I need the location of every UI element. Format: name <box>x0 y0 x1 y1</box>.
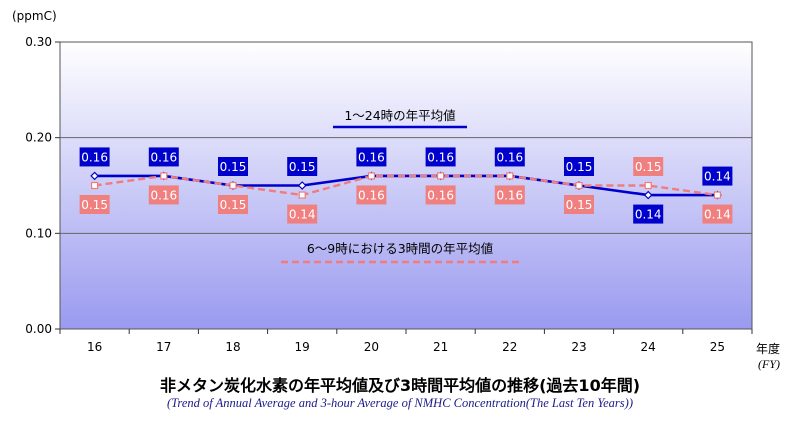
data-label-annual: 0.15 <box>566 160 593 174</box>
data-label-3hour-box <box>494 185 525 205</box>
x-tick-label: 19 <box>295 340 310 354</box>
chart-subtitle: (Trend of Annual Average and 3-hour Aver… <box>167 396 633 410</box>
data-label-annual-box <box>218 157 248 176</box>
data-label-3hour: 0.15 <box>635 160 662 174</box>
x-axis-label-ja: 年度 <box>756 342 781 356</box>
data-label-3hour-box <box>633 157 664 176</box>
data-label-3hour: 0.14 <box>289 208 316 222</box>
data-label-annual: 0.14 <box>704 170 731 184</box>
data-label-annual-box <box>702 166 733 186</box>
data-label-3hour-box <box>356 185 387 205</box>
data-label-annual: 0.16 <box>427 150 454 164</box>
x-tick-label: 23 <box>571 340 586 354</box>
x-tick-label: 18 <box>225 340 240 354</box>
point-3hour <box>367 172 375 180</box>
x-tick-label: 24 <box>641 340 656 354</box>
data-label-3hour-box <box>218 195 248 214</box>
data-label-3hour: 0.16 <box>427 188 454 202</box>
series-line-3hour <box>94 174 718 197</box>
data-label-annual-box <box>425 147 456 167</box>
data-label-3hour: 0.16 <box>150 188 177 202</box>
y-axis-unit: (ppmC) <box>12 9 57 23</box>
data-label-annual-box <box>564 157 594 176</box>
y-tick-label: 0.00 <box>25 322 52 336</box>
data-label-annual: 0.14 <box>635 208 662 222</box>
data-label-3hour: 0.15 <box>566 198 593 212</box>
data-label-annual-box <box>148 147 179 167</box>
point-3hour <box>229 181 237 190</box>
y-tick-label: 0.10 <box>25 226 52 240</box>
point-3hour <box>713 191 722 199</box>
data-label-annual: 0.15 <box>289 160 316 174</box>
data-label-annual: 0.16 <box>81 150 108 164</box>
point-3hour <box>575 181 583 190</box>
data-label-annual: 0.16 <box>150 150 177 164</box>
y-tick-label: 0.20 <box>25 131 52 145</box>
data-label-annual: 0.16 <box>358 150 385 164</box>
data-label-3hour-box <box>79 195 110 214</box>
data-label-annual-box <box>79 147 110 167</box>
x-axis-label-en: (FY) <box>758 357 780 371</box>
point-annual <box>643 190 653 200</box>
x-tick-label: 20 <box>364 340 379 354</box>
data-label-3hour: 0.16 <box>496 188 523 202</box>
x-tick-label: 25 <box>710 340 725 354</box>
data-label-3hour-box <box>702 204 733 224</box>
y-tick-label: 0.30 <box>25 35 52 49</box>
point-annual <box>297 181 307 190</box>
point-3hour <box>437 172 445 180</box>
point-3hour <box>160 172 168 180</box>
chart-title: 非メタン炭化水素の年平均値及び3時間平均値の推移(過去10年間) <box>159 376 641 395</box>
data-label-annual: 0.15 <box>220 160 247 174</box>
point-3hour <box>298 191 306 199</box>
x-tick-label: 17 <box>156 340 171 354</box>
data-label-3hour: 0.15 <box>81 198 108 212</box>
x-tick-label: 22 <box>502 340 517 354</box>
point-3hour <box>90 181 99 190</box>
legend-label-annual: 1～24時の年平均値 <box>344 108 455 123</box>
data-label-annual-box <box>356 147 387 167</box>
data-label-3hour-box <box>287 204 318 224</box>
data-label-3hour: 0.14 <box>704 208 731 222</box>
data-label-3hour-box <box>564 195 594 214</box>
point-3hour <box>506 172 514 180</box>
x-tick-label: 21 <box>433 340 448 354</box>
data-label-3hour: 0.16 <box>358 188 385 202</box>
legend-label-3hour: 6～9時における3時間の年平均値 <box>307 241 493 256</box>
point-3hour <box>644 181 652 190</box>
data-label-3hour: 0.15 <box>220 198 247 212</box>
data-label-annual-box <box>633 204 664 224</box>
point-annual <box>90 171 99 181</box>
data-label-3hour-box <box>425 185 456 205</box>
x-tick-label: 16 <box>87 340 102 354</box>
data-label-3hour-box <box>148 185 179 205</box>
data-label-annual-box <box>287 157 318 176</box>
data-label-annual-box <box>494 147 525 167</box>
data-label-annual: 0.16 <box>496 150 523 164</box>
